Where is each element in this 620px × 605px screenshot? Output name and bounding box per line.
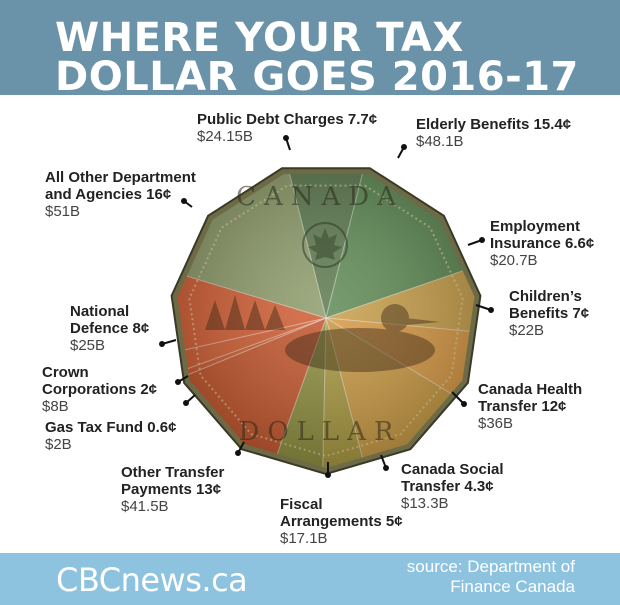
label-gas-tax-amount: $2B — [45, 436, 72, 453]
leader-dot — [383, 465, 389, 471]
coin-top-text: CANADA — [236, 182, 404, 212]
label-social-name-1: Canada Social — [401, 461, 504, 478]
leader-dot — [479, 237, 485, 243]
label-social-amount: $13.3B — [401, 495, 449, 512]
coin-bottom-text: DOLLAR — [238, 417, 401, 447]
label-employment: Employment Insurance 6.6¢ $20.7B — [490, 218, 594, 269]
label-gas-tax: Gas Tax Fund 0.6¢ $2B — [45, 419, 176, 453]
label-health-name-1: Canada Health — [478, 381, 583, 398]
brand-logo[interactable]: CBCnews.ca — [56, 561, 248, 599]
source-line-1: source: Department of — [406, 557, 575, 576]
label-public-debt-name: Public Debt Charges 7.7¢ — [197, 111, 378, 128]
label-employment-name-1: Employment — [490, 218, 581, 235]
label-public-debt: Public Debt Charges 7.7¢ $24.15B — [197, 111, 377, 145]
label-social: Canada Social Transfer 4.3¢ $13.3B — [401, 461, 504, 512]
source-note: source: Department of Finance Canada — [375, 557, 575, 597]
label-fiscal-amount: $17.1B — [280, 530, 328, 547]
label-crown: Crown Corporations 2¢ $8B — [42, 364, 157, 415]
page-title-line1: WHERE YOUR TAX — [55, 15, 464, 61]
label-gas-tax-name: Gas Tax Fund 0.6¢ — [45, 419, 177, 436]
label-defence-name-2: Defence 8¢ — [70, 320, 150, 337]
label-fiscal-name-1: Fiscal — [280, 496, 323, 513]
source-line-2: Finance Canada — [450, 577, 575, 596]
footer-banner: CBCnews.ca source: Department of Finance… — [0, 553, 620, 605]
label-fiscal-name-2: Arrangements 5¢ — [280, 513, 403, 530]
label-children-name-1: Children’s — [509, 288, 582, 305]
label-all-other-name-2: and Agencies 16¢ — [45, 186, 172, 203]
leader-dot — [235, 450, 241, 456]
label-employment-amount: $20.7B — [490, 252, 538, 269]
label-all-other-amount: $51B — [45, 203, 81, 220]
label-crown-name-1: Crown — [42, 364, 89, 381]
label-defence-amount: $25B — [70, 337, 106, 354]
label-other-transfer: Other Transfer Payments 13¢ $41.5B — [121, 464, 224, 515]
label-social-name-2: Transfer 4.3¢ — [401, 478, 494, 495]
label-fiscal: Fiscal Arrangements 5¢ $17.1B — [280, 496, 403, 547]
label-children-amount: $22B — [509, 322, 545, 339]
label-elderly-amount: $48.1B — [416, 133, 464, 150]
label-elderly: Elderly Benefits 15.4¢ $48.1B — [416, 116, 571, 150]
label-all-other: All Other Department and Agencies 16¢ $5… — [45, 169, 196, 220]
label-public-debt-amount: $24.15B — [197, 128, 253, 145]
label-health-name-2: Transfer 12¢ — [478, 398, 567, 415]
leader-dot — [183, 400, 189, 406]
leader-dot — [283, 135, 289, 141]
header-banner — [0, 0, 620, 95]
coin-shading — [177, 174, 475, 468]
leader-dot — [181, 198, 187, 204]
label-other-transfer-name-1: Other Transfer — [121, 464, 225, 481]
tree-line-icon — [205, 295, 285, 330]
label-elderly-name: Elderly Benefits 15.4¢ — [416, 116, 572, 133]
label-defence: National Defence 8¢ $25B — [70, 303, 149, 354]
label-defence-name-1: National — [70, 303, 130, 320]
label-all-other-name-1: All Other Department — [45, 169, 196, 186]
label-children: Children’s Benefits 7¢ $22B — [509, 288, 589, 339]
label-crown-name-2: Corporations 2¢ — [42, 381, 158, 398]
label-employment-name-2: Insurance 6.6¢ — [490, 235, 595, 252]
label-other-transfer-amount: $41.5B — [121, 498, 169, 515]
leader-dot — [325, 472, 331, 478]
maple-leaf-icon — [302, 222, 348, 268]
label-health: Canada Health Transfer 12¢ $36B — [478, 381, 582, 432]
leader-dot — [401, 144, 407, 150]
label-health-amount: $36B — [478, 415, 514, 432]
loon-icon — [285, 304, 440, 372]
leader-dot — [488, 307, 494, 313]
page-title-line2: DOLLAR GOES 2016-17 — [55, 54, 579, 100]
label-other-transfer-name-2: Payments 13¢ — [121, 481, 222, 498]
leader-dot — [461, 401, 467, 407]
leader-dot — [175, 379, 181, 385]
label-children-name-2: Benefits 7¢ — [509, 305, 590, 322]
leader-dot — [159, 341, 165, 347]
label-crown-amount: $8B — [42, 398, 69, 415]
